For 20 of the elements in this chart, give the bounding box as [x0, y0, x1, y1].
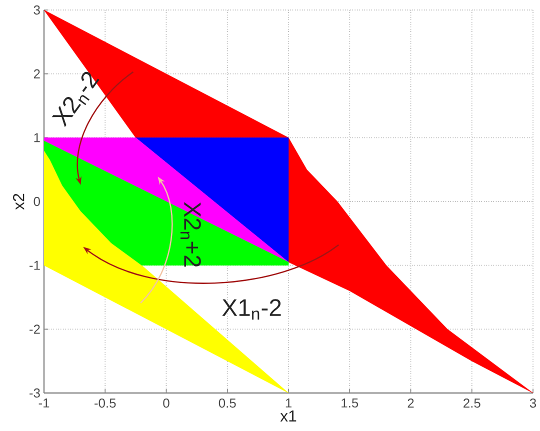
x-tick-label: 2.5	[464, 398, 480, 408]
x-tick-label: -0.5	[94, 398, 116, 408]
x-tick-label: 0.5	[218, 398, 236, 408]
x-tick-label: 1.5	[342, 398, 358, 408]
y-tick-label: 1	[34, 133, 40, 142]
y-tick-label: 0	[34, 196, 40, 206]
y-tick-label: -3	[30, 388, 40, 398]
x-tick-label: 2	[408, 398, 414, 408]
y-tick-label: -2	[30, 324, 40, 334]
annotation: X1$_{n}$-2	[222, 299, 281, 320]
y-axis-title: x2	[13, 194, 24, 210]
x-tick-label: 0	[163, 398, 170, 408]
y-tick-label: -1	[30, 260, 40, 270]
y-tick-label: 3	[34, 5, 40, 15]
y-tick-label: 2	[34, 69, 40, 78]
annotation: X2$_{n}$+2	[180, 202, 201, 267]
x-axis-title: x1	[280, 410, 296, 422]
annotation: X2$_{n}$-2	[52, 72, 100, 128]
x-tick-label: 1	[286, 398, 292, 408]
x-tick-label: 3	[530, 398, 536, 408]
